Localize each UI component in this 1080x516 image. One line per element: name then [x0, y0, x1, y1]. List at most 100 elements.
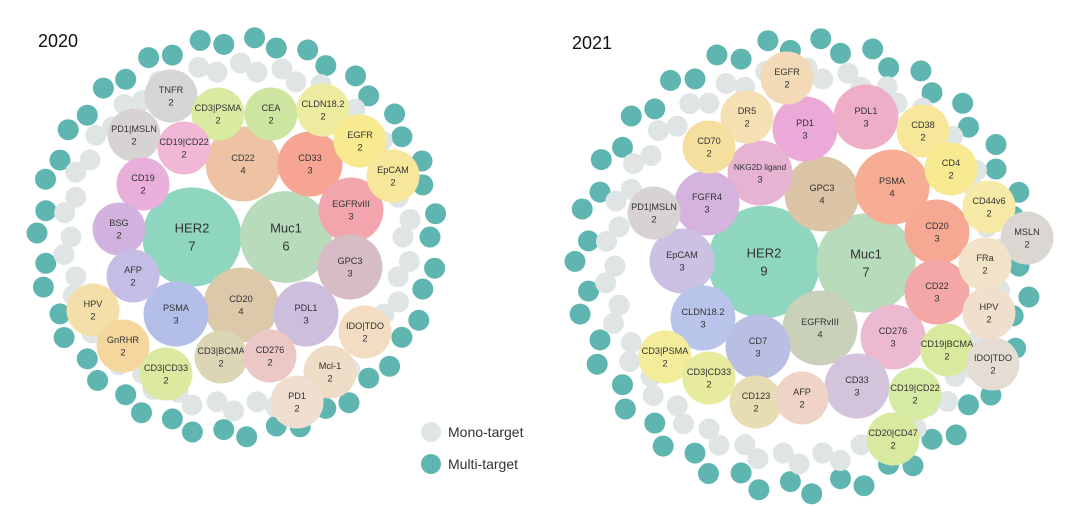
bubble-mark — [707, 205, 821, 319]
bubble-count: 3 — [307, 165, 312, 176]
bubble-cd38: CD38 2 — [896, 104, 950, 158]
bubble-count: 2 — [912, 395, 917, 406]
bubble-label: CD20 — [925, 221, 949, 231]
legend-multi-target-marker — [421, 454, 441, 474]
multi-target-dot — [612, 136, 633, 158]
bubble-label: CD19 — [131, 173, 155, 183]
bubble-count: 7 — [862, 265, 869, 280]
multi-target-dot — [131, 402, 152, 424]
bubble-label: CD3|PSMA — [195, 103, 243, 113]
mono-target-dot — [65, 186, 87, 208]
bubble-pd1-msln: PD1|MSLN 2 — [627, 186, 681, 240]
bubble-cd19-bcma: CD19|BCMA 2 — [920, 323, 974, 377]
bubble-mark — [866, 412, 920, 466]
legend-mono-target-label: Mono-target — [448, 424, 524, 440]
bubble-mark — [725, 314, 791, 380]
mono-target-dot — [230, 52, 251, 74]
bubble-count: 3 — [854, 387, 859, 398]
mono-target-dot — [181, 394, 203, 416]
mono-target-dot — [788, 453, 810, 475]
bubble-mark — [682, 120, 736, 174]
bubble-mark — [270, 375, 324, 429]
bubble-cd276: CD276 2 — [243, 329, 297, 383]
bubble-label: CD4 — [942, 158, 960, 168]
bubble-hpv: HPV 2 — [962, 286, 1016, 340]
mono-target-dot — [246, 391, 268, 413]
mono-target-dot — [344, 98, 366, 120]
bubble-cd33: CD33 3 — [824, 353, 890, 419]
bubble-mark — [720, 90, 774, 144]
multi-target-dot — [810, 28, 832, 50]
legend-mono-target-marker — [421, 422, 441, 442]
bubble-label: IDO|TDO — [974, 353, 1012, 363]
mono-target-dot — [772, 442, 794, 464]
bubble-mark — [854, 149, 930, 225]
bubble-label: PD1|MSLN — [631, 202, 677, 212]
bubble-pd1-msln: PD1|MSLN 2 — [107, 108, 161, 162]
bubble-label: CD38 — [911, 120, 935, 130]
bubble-label: CD7 — [749, 336, 767, 346]
multi-target-dot — [590, 149, 612, 171]
bubble-mark — [682, 351, 736, 405]
mono-target-dot — [246, 61, 268, 83]
bubble-mark — [92, 202, 146, 256]
bubble-mark — [904, 199, 970, 265]
multi-target-dot — [424, 257, 446, 279]
panel-2020: HER27Muc16CD224CD204CD333EGFRvIII3GPC33P… — [26, 27, 447, 448]
bubble-label: BSG — [109, 218, 128, 228]
bubble-label: CD33 — [298, 153, 322, 163]
bubble-count: 6 — [282, 239, 289, 254]
bubble-gpc3: GPC3 3 — [317, 234, 383, 300]
bubble-pdl1: PDL1 3 — [833, 84, 899, 150]
bubble-count: 4 — [817, 329, 822, 340]
bubble-label: Muc1 — [850, 247, 882, 262]
bubble-label: EGFR — [774, 67, 800, 77]
mono-target-dot — [605, 190, 627, 212]
bubble-count: 4 — [240, 165, 245, 176]
bubble-count: 2 — [799, 399, 804, 410]
bubble-count: 3 — [347, 268, 352, 279]
bubble-psma: PSMA 4 — [854, 149, 930, 225]
bubble-label: CEA — [262, 103, 282, 113]
bubble-label: HER2 — [175, 221, 210, 236]
bubble-count: 3 — [863, 118, 868, 129]
multi-target-dot — [408, 309, 430, 331]
bubble-mark — [782, 290, 858, 366]
multi-target-dot — [878, 57, 900, 79]
bubble-count: 2 — [327, 373, 332, 384]
multi-target-dot — [706, 44, 728, 66]
bubble-cd22: CD22 3 — [904, 259, 970, 325]
bubble-cd70: CD70 2 — [682, 120, 736, 174]
bubble-count: 2 — [90, 311, 95, 322]
multi-target-dot — [578, 230, 599, 252]
bubble-mark — [333, 114, 387, 168]
mono-target-dot — [392, 226, 414, 248]
bubble-label: NKG2D ligand — [734, 163, 787, 172]
bubble-cd44v6: CD44v6 2 — [962, 180, 1016, 234]
bubble-mark — [784, 156, 860, 232]
bubble-mark — [143, 281, 209, 347]
mono-target-dot — [398, 250, 420, 272]
bubble-count: 2 — [131, 136, 136, 147]
multi-target-dot — [730, 48, 752, 70]
bubble-mark — [924, 142, 978, 196]
bubble-cd20: CD20 4 — [203, 267, 279, 343]
bubble-mark — [775, 371, 829, 425]
bubble-count: 4 — [889, 188, 894, 199]
bubble-label: CLDN18.2 — [682, 307, 725, 317]
bubble-label: GPC3 — [809, 183, 834, 193]
bubble-label: CD3|CD33 — [144, 363, 188, 373]
bubble-label: PD1|MSLN — [111, 124, 157, 134]
bubble-label: CLDN18.2 — [302, 99, 345, 109]
multi-target-dot — [985, 134, 1007, 155]
multi-target-dot — [35, 168, 56, 190]
multi-target-dot — [945, 424, 967, 446]
multi-target-dot — [115, 384, 137, 406]
bubble-label: CD3|CD33 — [687, 367, 731, 377]
multi-target-dot — [379, 355, 401, 377]
multi-target-dot — [578, 280, 599, 302]
multi-target-dot — [26, 222, 48, 244]
bubble-count: 3 — [755, 348, 760, 359]
bubble-mark — [338, 305, 392, 359]
